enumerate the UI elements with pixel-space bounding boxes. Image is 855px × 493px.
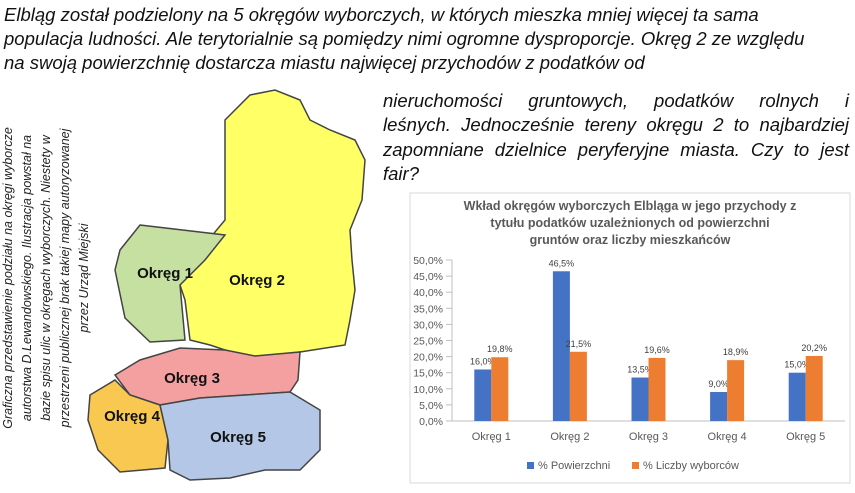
chart-title: Wkład okręgów wyborczych Elbląga w jego … (464, 199, 797, 213)
district-label: Okręg 3 (164, 370, 220, 387)
text-line: zapomniane dzielnice peryferyjne miasta.… (383, 139, 849, 160)
caption-line: Graficzna przedstawienie podziału na okr… (1, 127, 15, 429)
caption-line: bazie spisu ulic w okręgach wyborczych. … (39, 134, 53, 421)
bar (710, 392, 728, 421)
text-line: Elbląg został podzielony na 5 okręgów wy… (4, 4, 759, 25)
district-2 (179, 89, 366, 359)
x-tick-label: Okręg 4 (708, 431, 747, 443)
data-label: 16,0% (470, 356, 496, 366)
x-tick-label: Okręg 5 (786, 431, 825, 443)
data-label: 15,0% (784, 360, 810, 370)
text-line: fair? (383, 163, 419, 184)
x-tick-label: Okręg 2 (550, 431, 589, 443)
y-tick-label: 20,0% (413, 352, 443, 364)
data-label: 20,2% (801, 343, 827, 353)
text-line: nieruchomości gruntowych, podatków rolny… (383, 90, 849, 111)
legend-swatch (527, 462, 534, 469)
map (87, 89, 366, 481)
x-tick-label: Okręg 1 (472, 431, 511, 443)
bar (727, 360, 745, 421)
caption-line: przez Urząd Miejski (77, 222, 91, 333)
y-tick-label: 45,0% (413, 271, 443, 283)
chart-frame (409, 192, 851, 484)
y-tick-label: 50,0% (413, 255, 443, 267)
y-tick-label: 5,0% (419, 400, 443, 412)
y-tick-label: 25,0% (413, 336, 443, 348)
bar (631, 377, 649, 421)
y-tick-label: 30,0% (413, 319, 443, 331)
x-tick-label: Okręg 3 (629, 431, 668, 443)
data-label: 46,5% (549, 258, 575, 268)
data-label: 13,5% (627, 365, 653, 375)
chart: Wkład okręgów wyborczych Elbląga w jego … (413, 199, 845, 472)
data-label: 19,8% (487, 344, 513, 354)
text-line: populacja ludności. Ale terytorialnie są… (4, 28, 805, 49)
bar (474, 369, 492, 421)
data-label: 19,6% (644, 345, 670, 355)
text-line: leśnych. Jednocześnie tereny okręgu 2 to… (383, 114, 849, 135)
chart-title: tytułu podatków uzależnionych od powierz… (490, 216, 769, 230)
caption-line: autorstwa D.Lewandowskiego. Ilustracja p… (20, 135, 34, 421)
district-label: Okręg 4 (104, 408, 161, 425)
bar (788, 372, 806, 421)
district-label: Okręg 1 (137, 265, 193, 282)
legend-label: % Powierzchni (538, 460, 610, 472)
y-tick-label: 10,0% (413, 384, 443, 396)
district-label: Okręg 2 (229, 272, 285, 289)
legend-swatch (632, 462, 639, 469)
data-label: 21,5% (566, 339, 592, 349)
y-tick-label: 40,0% (413, 287, 443, 299)
district-5 (159, 391, 321, 481)
bar (491, 357, 509, 421)
bar (805, 355, 823, 421)
district-1 (114, 224, 227, 343)
legend-label: % Liczby wyborców (643, 460, 739, 472)
data-label: 9,0% (708, 379, 729, 389)
caption-line: przestrzeni publicznej brak takiej mapy … (58, 127, 72, 428)
chart-title: gruntów oraz liczby mieszkańców (530, 233, 731, 247)
data-label: 18,9% (723, 347, 749, 357)
bar (648, 357, 666, 421)
y-tick-label: 35,0% (413, 303, 443, 315)
district-4 (87, 379, 169, 473)
text-line: na swoją powierzchnię dostarcza miastu n… (4, 52, 645, 73)
bar (552, 271, 570, 421)
district-labels: Okręg 1 Okręg 2 Okręg 3 Okręg 4 Okręg 5 (104, 265, 285, 446)
bar (569, 351, 587, 421)
y-tick-label: 15,0% (413, 368, 443, 380)
caption: Graficzna przedstawienie podziału na okr… (1, 127, 91, 429)
y-tick-label: 0,0% (419, 416, 443, 428)
district-label: Okręg 5 (210, 429, 266, 446)
